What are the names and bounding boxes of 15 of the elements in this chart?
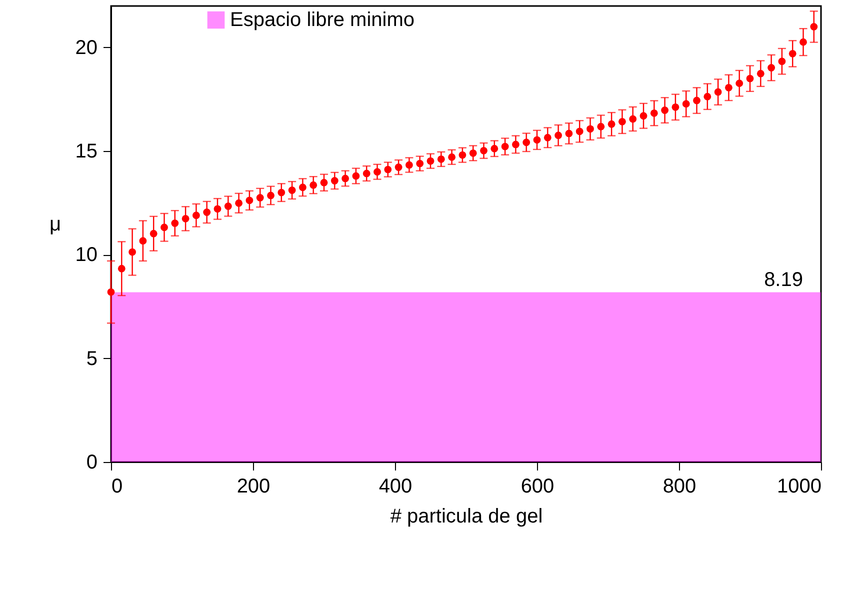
y-axis-title: μ bbox=[49, 214, 62, 236]
x-tick-label: 800 bbox=[662, 476, 696, 498]
x-tick-label: 600 bbox=[520, 476, 554, 498]
y-tick-label: 0 bbox=[86, 452, 98, 474]
y-tick-label: 15 bbox=[75, 140, 98, 163]
x-tick-label: 400 bbox=[378, 476, 412, 498]
y-tick-label: 20 bbox=[75, 36, 98, 59]
y-tick-label: 5 bbox=[86, 348, 98, 370]
y-tick-label: 10 bbox=[75, 244, 98, 266]
annotation: 8.19 bbox=[764, 269, 803, 292]
x-tick-label: 0 bbox=[112, 476, 123, 498]
x-axis-title: # particula de gel bbox=[390, 506, 543, 528]
x-tick-label: 1000 bbox=[777, 476, 822, 498]
x-tick-label: 200 bbox=[236, 476, 270, 498]
legend-label: Espacio libre minimo bbox=[230, 9, 415, 31]
